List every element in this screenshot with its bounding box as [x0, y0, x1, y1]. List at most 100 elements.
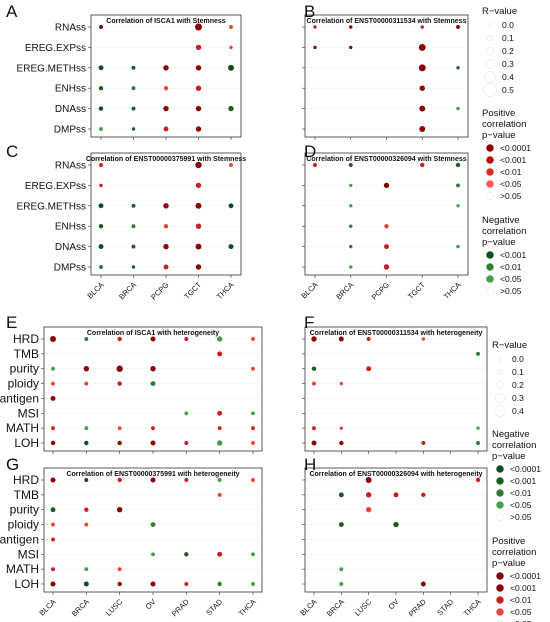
legend-color-marker — [486, 168, 494, 176]
legend-label: 0.2 — [502, 46, 514, 56]
legend-title: p−value — [492, 558, 526, 569]
legend-heterogeneity: R−value0.00.10.20.30.4Negativecorrelatio… — [492, 340, 541, 622]
data-point — [163, 65, 169, 71]
data-point — [216, 440, 223, 446]
data-point — [251, 478, 255, 482]
panel-title: Correlation of ISCA1 with Stemness — [106, 18, 226, 25]
legend-color-marker — [486, 251, 494, 259]
legend-label: 0.4 — [502, 72, 514, 82]
legend-color-marker — [486, 287, 494, 295]
data-point — [456, 66, 460, 70]
data-point — [338, 492, 344, 498]
legend-size-marker — [494, 405, 506, 417]
data-point — [163, 105, 169, 112]
y-tick-label: TMB — [14, 347, 39, 361]
data-point — [251, 337, 255, 341]
data-point — [339, 426, 344, 430]
x-tick-label: OV — [144, 597, 158, 611]
legend-label: >0.05 — [500, 191, 522, 201]
data-point — [131, 127, 136, 131]
x-tick-label: BLCA — [299, 280, 319, 300]
legend-color-marker — [486, 192, 494, 200]
data-point — [311, 366, 317, 371]
y-tick-label: ENHss — [55, 84, 86, 95]
y-tick-label: Neoantigen — [0, 532, 39, 546]
data-point — [163, 243, 169, 250]
data-point — [83, 366, 90, 372]
data-point — [163, 203, 169, 209]
data-point — [456, 106, 460, 111]
data-point — [150, 381, 156, 387]
y-tick-label: EREG.EXPss — [25, 181, 86, 192]
data-point — [98, 65, 104, 71]
data-point — [421, 492, 426, 498]
legend-stemness: R−value0.00.10.20.30.40.5Positivecorrela… — [482, 6, 531, 296]
data-point — [195, 65, 202, 71]
data-point — [313, 45, 317, 50]
y-tick-label: ENHss — [55, 222, 86, 233]
y-tick-label: LOH — [14, 577, 39, 591]
data-point — [99, 265, 103, 269]
y-tick-label: purity — [10, 503, 39, 517]
data-point — [349, 224, 353, 228]
data-point — [456, 183, 460, 188]
y-tick-label: DMPss — [54, 263, 86, 274]
data-point — [313, 25, 317, 29]
panel-letter: D — [304, 142, 316, 161]
data-point — [313, 163, 317, 167]
legend-size-marker — [495, 393, 505, 403]
legend-label: <0.01 — [500, 262, 522, 272]
data-point — [217, 478, 222, 482]
data-point — [50, 507, 56, 513]
x-tick-label: BLCA — [37, 597, 57, 617]
data-point — [150, 336, 156, 342]
y-tick-label: HRD — [13, 332, 39, 346]
y-tick-label: EREG.METHss — [17, 63, 86, 74]
x-tick-label: PCPG — [370, 280, 392, 302]
legend-title: R−value — [482, 6, 517, 17]
x-tick-label: BRCA — [70, 597, 91, 618]
y-tick-label: RNAss — [55, 23, 86, 34]
data-point — [383, 264, 390, 270]
data-point — [229, 45, 233, 50]
legend-label: 0.0 — [512, 354, 524, 364]
legend-size-marker — [486, 47, 494, 55]
data-point — [311, 440, 317, 446]
x-tick-label: THCA — [215, 280, 236, 301]
x-tick-label: THCA — [237, 597, 258, 618]
x-tick-label: PRAD — [407, 597, 429, 619]
panel-title: Correlation of ENST00000375991 with Stem… — [86, 156, 246, 163]
data-point — [195, 126, 202, 132]
panel-letter: E — [6, 313, 17, 332]
legend-size-marker — [483, 83, 497, 97]
data-point — [116, 365, 123, 372]
plot-frame — [43, 326, 263, 452]
data-point — [217, 410, 223, 416]
x-tick-label: LUSC — [104, 597, 125, 618]
data-point — [251, 426, 255, 431]
data-point — [229, 25, 233, 29]
data-point — [456, 25, 460, 29]
data-point — [339, 567, 344, 572]
legend-label: >0.05 — [510, 619, 532, 622]
data-point — [151, 426, 155, 431]
legend-color-marker — [496, 572, 504, 580]
data-point — [117, 567, 122, 572]
x-tick-label: THCA — [462, 597, 483, 618]
panel-a: A Correlation of ISCA1 with Stemness RNAss… — [6, 2, 242, 140]
data-point — [51, 381, 55, 386]
legend-label: <0.001 — [510, 583, 537, 593]
data-point — [117, 381, 122, 386]
data-point — [228, 64, 234, 71]
data-point — [365, 507, 372, 513]
data-point — [51, 366, 55, 371]
data-point — [421, 441, 426, 445]
data-point — [195, 202, 202, 209]
data-point — [456, 244, 460, 249]
legend-label: 0.1 — [502, 33, 514, 43]
data-point — [51, 426, 55, 431]
y-tick-label: MSI — [18, 406, 39, 420]
data-point — [420, 25, 424, 29]
